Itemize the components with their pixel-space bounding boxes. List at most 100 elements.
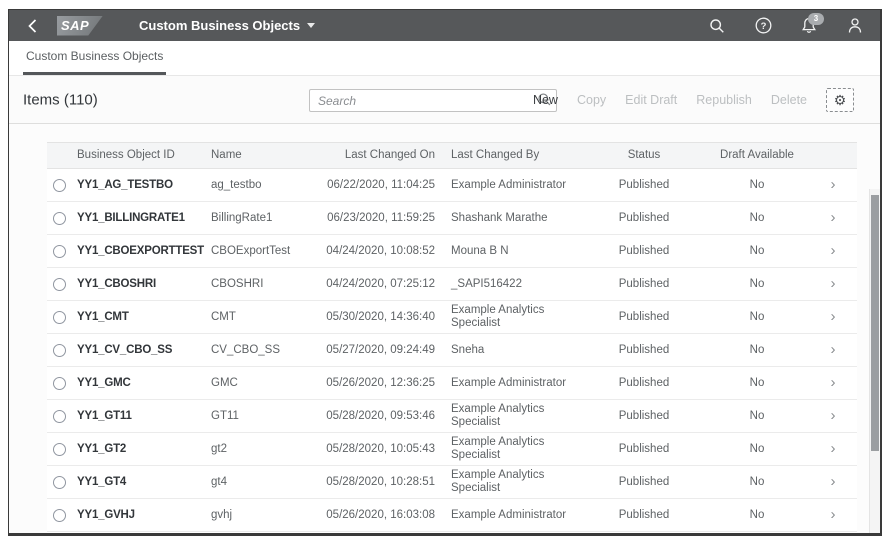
cell-status: Published <box>618 277 670 290</box>
search-input[interactable] <box>309 89 557 112</box>
cell-status: Published <box>618 475 670 488</box>
cell-business-object-id: YY1_GT11 <box>77 409 132 422</box>
cell-last-changed-by: Example Administrator <box>451 376 567 389</box>
delete-button[interactable]: Delete <box>770 92 807 107</box>
cell-business-object-id: YY1_CMT <box>77 310 129 323</box>
shell-header: SAP Custom Business Objects ? 3 <box>9 10 880 41</box>
row-select-radio[interactable] <box>52 508 66 522</box>
header-last-changed-on[interactable]: Last Changed On <box>344 149 435 161</box>
table-row[interactable]: YY1_BILLINGRATE1 BillingRate1 06/23/2020… <box>47 202 857 235</box>
cell-last-changed-on: 05/26/2020, 12:36:25 <box>326 376 435 389</box>
header-draft-available[interactable]: Draft Available <box>720 149 794 161</box>
table-row[interactable]: YY1_CBOSHRI CBOSHRI 04/24/2020, 07:25:12… <box>47 268 857 301</box>
back-icon[interactable] <box>23 17 41 35</box>
user-profile-icon[interactable] <box>846 17 864 35</box>
chevron-down-icon <box>307 23 316 28</box>
cell-status: Published <box>618 178 670 191</box>
cell-draft-available: No <box>749 211 765 224</box>
header-last-changed-by[interactable]: Last Changed By <box>451 149 540 161</box>
cell-business-object-id: YY1_GVHJ <box>77 508 135 521</box>
table-row[interactable]: YY1_CBOEXPORTTEST CBOExportTest 04/24/20… <box>47 235 857 268</box>
cell-status: Published <box>618 508 670 521</box>
cell-draft-available: No <box>749 343 765 356</box>
row-select-radio[interactable] <box>52 244 66 258</box>
search-submit-icon[interactable] <box>537 92 552 112</box>
table-row[interactable]: YY1_HAHNW_GRANT_WBS_PROG HAHNW_GRANT_WBS… <box>47 532 857 533</box>
table-row[interactable]: YY1_GT2 gt2 05/28/2020, 10:05:43 Example… <box>47 433 857 466</box>
row-navigation-chevron-icon[interactable] <box>809 309 857 325</box>
cell-last-changed-by: Example Administrator <box>451 178 567 191</box>
cell-name: GMC <box>211 376 238 389</box>
cell-status: Published <box>618 442 670 455</box>
cell-status: Published <box>618 244 670 257</box>
header-status[interactable]: Status <box>627 149 661 161</box>
row-select-radio[interactable] <box>52 178 66 192</box>
table-row[interactable]: YY1_CMT CMT 05/30/2020, 14:36:40 Example… <box>47 301 857 334</box>
new-button[interactable]: New <box>532 92 558 107</box>
cell-status: Published <box>618 409 670 422</box>
table-row[interactable]: YY1_AG_TESTBO ag_testbo 06/22/2020, 11:0… <box>47 169 857 202</box>
cell-name: CBOExportTest <box>211 244 291 257</box>
vertical-scrollbar[interactable] <box>869 189 880 533</box>
help-icon[interactable]: ? <box>754 17 772 35</box>
header-name[interactable]: Name <box>211 149 242 161</box>
table-header-row: Business Object ID Name Last Changed On … <box>47 142 857 169</box>
row-select-radio[interactable] <box>52 343 66 357</box>
cell-last-changed-on: 05/28/2020, 09:53:46 <box>326 409 435 422</box>
cell-last-changed-on: 06/22/2020, 11:04:25 <box>327 178 435 191</box>
row-navigation-chevron-icon[interactable] <box>809 441 857 457</box>
row-select-radio[interactable] <box>52 442 66 456</box>
row-navigation-chevron-icon[interactable] <box>809 210 857 226</box>
table-row[interactable]: YY1_GT4 gt4 05/28/2020, 10:28:51 Example… <box>47 466 857 499</box>
row-select-radio[interactable] <box>52 475 66 489</box>
row-select-radio[interactable] <box>52 376 66 390</box>
app-title-menu[interactable]: Custom Business Objects <box>139 18 316 33</box>
table-row[interactable]: YY1_GVHJ gvhj 05/26/2020, 16:03:08 Examp… <box>47 499 857 532</box>
cell-last-changed-by: Example Administrator <box>451 508 567 521</box>
cell-last-changed-by: Sneha <box>451 343 485 356</box>
cell-last-changed-on: 05/26/2020, 16:03:08 <box>326 508 435 521</box>
cell-name: CMT <box>211 310 236 323</box>
row-navigation-chevron-icon[interactable] <box>809 507 857 523</box>
edit-draft-button[interactable]: Edit Draft <box>625 92 678 107</box>
cell-name: CV_CBO_SS <box>211 343 281 356</box>
search-icon[interactable] <box>708 17 726 35</box>
tab-bar: Custom Business Objects <box>9 41 880 76</box>
cell-name: GT11 <box>211 409 239 422</box>
row-select-radio[interactable] <box>52 310 66 324</box>
row-navigation-chevron-icon[interactable] <box>809 276 857 292</box>
cell-draft-available: No <box>749 178 765 191</box>
business-objects-table: Business Object ID Name Last Changed On … <box>47 142 857 533</box>
row-navigation-chevron-icon[interactable] <box>809 243 857 259</box>
settings-gear-icon[interactable] <box>826 87 854 112</box>
row-select-radio[interactable] <box>52 409 66 423</box>
cell-draft-available: No <box>749 244 765 257</box>
tab-custom-business-objects[interactable]: Custom Business Objects <box>23 49 167 75</box>
cell-draft-available: No <box>749 310 765 323</box>
cell-name: gvhj <box>211 508 233 521</box>
notifications-bell-icon[interactable]: 3 <box>800 12 824 35</box>
table-row[interactable]: YY1_GT11 GT11 05/28/2020, 09:53:46 Examp… <box>47 400 857 433</box>
cell-last-changed-on: 05/28/2020, 10:28:51 <box>326 475 435 488</box>
cell-last-changed-by: Example Analytics Specialist <box>451 469 545 494</box>
cell-draft-available: No <box>749 277 765 290</box>
cell-status: Published <box>618 211 670 224</box>
row-select-radio[interactable] <box>52 277 66 291</box>
cell-draft-available: No <box>749 508 765 521</box>
copy-button[interactable]: Copy <box>576 92 607 107</box>
table-row[interactable]: YY1_CV_CBO_SS CV_CBO_SS 05/27/2020, 09:2… <box>47 334 857 367</box>
row-navigation-chevron-icon[interactable] <box>809 408 857 424</box>
row-navigation-chevron-icon[interactable] <box>809 375 857 391</box>
cell-last-changed-by: Example Analytics Specialist <box>451 403 545 428</box>
cell-business-object-id: YY1_GT2 <box>77 442 127 455</box>
cell-business-object-id: YY1_CBOSHRI <box>77 277 156 290</box>
row-navigation-chevron-icon[interactable] <box>809 177 857 193</box>
cell-last-changed-on: 05/30/2020, 14:36:40 <box>326 310 435 323</box>
row-select-radio[interactable] <box>52 211 66 225</box>
republish-button[interactable]: Republish <box>696 92 752 107</box>
table-row[interactable]: YY1_GMC GMC 05/26/2020, 12:36:25 Example… <box>47 367 857 400</box>
header-business-object-id[interactable]: Business Object ID <box>77 149 175 161</box>
row-navigation-chevron-icon[interactable] <box>809 342 857 358</box>
row-navigation-chevron-icon[interactable] <box>809 474 857 490</box>
scrollbar-thumb[interactable] <box>871 195 879 451</box>
